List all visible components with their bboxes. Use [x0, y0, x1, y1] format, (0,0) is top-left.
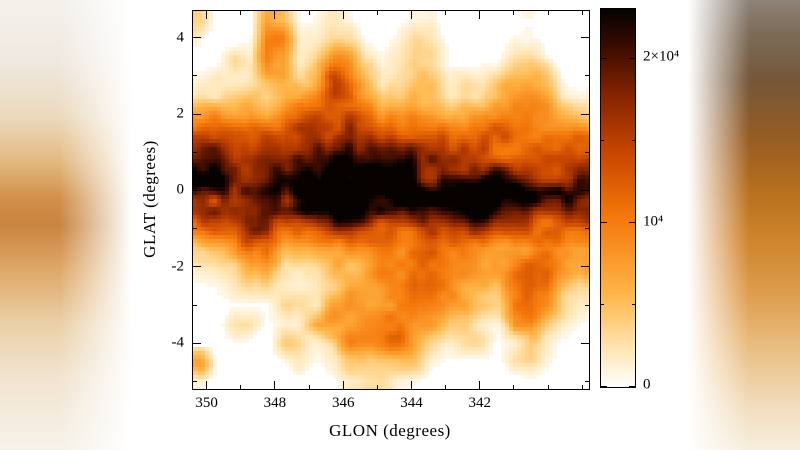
y-minor-tick-mark [585, 304, 589, 306]
y-tick-label: 0 [176, 181, 185, 198]
colorbar-tick-mark [629, 57, 635, 59]
x-minor-tick-mark [445, 385, 447, 389]
colorbar-minor-tick-mark [632, 139, 635, 141]
y-tick-label: 4 [176, 29, 185, 46]
y-minor-tick-mark [193, 228, 197, 230]
x-minor-tick-mark [308, 11, 310, 15]
x-tick-mark [274, 381, 276, 389]
x-tick-mark [206, 381, 208, 389]
y-tick-mark [193, 37, 201, 39]
x-axis-label: GLON (degrees) [329, 421, 451, 440]
x-minor-tick-mark [376, 385, 378, 389]
x-tick-mark [479, 11, 481, 19]
y-tick-mark [193, 266, 201, 268]
x-minor-tick-mark [547, 385, 549, 389]
colorbar-tick-mark [629, 385, 635, 387]
y-minor-tick-mark [193, 151, 197, 153]
colorbar-tick-mark [629, 222, 635, 224]
y-minor-tick-mark [193, 75, 197, 77]
x-minor-tick-mark [547, 11, 549, 15]
y-tick-label: 2 [176, 105, 185, 122]
colorbar-tick-label: 0 [643, 376, 651, 393]
colorbar-minor-tick-mark [601, 304, 604, 306]
y-tick-mark [581, 113, 589, 115]
y-tick-label: -2 [171, 258, 185, 275]
x-tick-label: 344 [400, 395, 423, 411]
x-minor-tick-mark [308, 385, 310, 389]
y-axis-label: GLAT (degrees) [140, 140, 159, 258]
y-tick-label: -4 [171, 334, 185, 351]
x-minor-tick-mark [581, 11, 583, 15]
x-tick-label: 350 [195, 395, 218, 411]
y-minor-tick-mark [193, 380, 197, 382]
colorbar-minor-tick-mark [632, 304, 635, 306]
heatmap-plot-area: 350 348 346 344 342 4 2 0 -2 -4 [172, 10, 590, 411]
x-tick-label: 348 [263, 395, 287, 411]
x-minor-tick-mark [513, 11, 515, 15]
colorbar-minor-tick-mark [601, 139, 604, 141]
y-tick-mark [193, 113, 201, 115]
x-tick-mark [206, 11, 208, 19]
y-tick-mark [581, 37, 589, 39]
x-tick-mark [410, 11, 412, 19]
colorbar-tick-label: 2×10⁴ [643, 48, 680, 65]
y-minor-tick-mark [193, 304, 197, 306]
background-blur-left [0, 0, 132, 450]
x-minor-tick-mark [581, 385, 583, 389]
colorbar-tick-mark [601, 385, 607, 387]
x-minor-tick-mark [240, 385, 242, 389]
x-tick-label: 342 [468, 395, 492, 411]
x-minor-tick-mark [376, 11, 378, 15]
colorbar [600, 8, 636, 388]
colorbar-tick-mark [601, 57, 607, 59]
y-tick-mark [581, 189, 589, 191]
colorbar-tick-mark [601, 222, 607, 224]
y-tick-mark [193, 342, 201, 344]
colorbar-gradient-canvas [601, 9, 635, 387]
x-tick-mark [274, 11, 276, 19]
x-tick-mark [342, 381, 344, 389]
x-minor-tick-mark [445, 11, 447, 15]
background-blur-right [688, 0, 800, 450]
colorbar-labels: 2×10⁴ 10⁴ 0 [643, 8, 713, 393]
x-minor-tick-mark [513, 385, 515, 389]
y-minor-tick-mark [585, 380, 589, 382]
x-tick-label: 346 [331, 395, 355, 411]
y-minor-tick-mark [585, 75, 589, 77]
y-minor-tick-mark [585, 228, 589, 230]
x-tick-mark [479, 381, 481, 389]
x-minor-tick-mark [240, 11, 242, 15]
y-tick-mark [581, 342, 589, 344]
y-tick-mark [193, 189, 201, 191]
x-tick-mark [410, 381, 412, 389]
heatmap-canvas [193, 11, 589, 389]
colorbar-tick-label: 10⁴ [643, 213, 664, 230]
y-tick-mark [581, 266, 589, 268]
x-tick-mark [342, 11, 344, 19]
y-minor-tick-mark [585, 151, 589, 153]
